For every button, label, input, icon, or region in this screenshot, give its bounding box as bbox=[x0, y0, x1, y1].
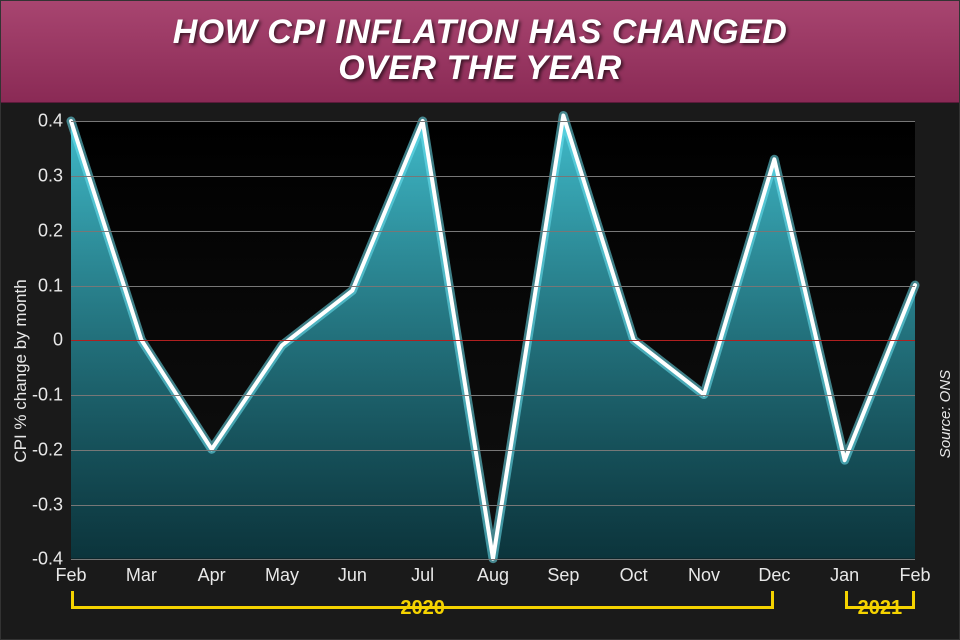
gridline bbox=[71, 395, 915, 396]
area-fill bbox=[71, 116, 915, 559]
x-tick: Jan bbox=[830, 565, 859, 586]
y-tick: 0.4 bbox=[38, 111, 63, 132]
x-tick: Feb bbox=[55, 565, 86, 586]
y-tick: 0.1 bbox=[38, 275, 63, 296]
y-tick: 0 bbox=[53, 330, 63, 351]
source-text: Source: ONS bbox=[937, 370, 954, 458]
gridline bbox=[71, 231, 915, 232]
chart-title: HOW CPI INFLATION HAS CHANGED OVER THE Y… bbox=[21, 15, 939, 86]
y-tick: -0.1 bbox=[32, 385, 63, 406]
gridline bbox=[71, 121, 915, 122]
x-tick: Apr bbox=[198, 565, 226, 586]
x-tick: May bbox=[265, 565, 299, 586]
x-tick: Mar bbox=[126, 565, 157, 586]
y-tick: -0.2 bbox=[32, 439, 63, 460]
x-tick: Dec bbox=[758, 565, 790, 586]
zero-line bbox=[71, 340, 915, 341]
x-tick: Jul bbox=[411, 565, 434, 586]
y-axis-label: CPI % change by month bbox=[11, 280, 31, 463]
x-tick: Aug bbox=[477, 565, 509, 586]
y-tick: 0.3 bbox=[38, 166, 63, 187]
x-tick: Feb bbox=[899, 565, 930, 586]
gridline bbox=[71, 450, 915, 451]
y-tick: -0.3 bbox=[32, 494, 63, 515]
gridline bbox=[71, 176, 915, 177]
year-2021-label: 2021 bbox=[858, 597, 903, 620]
x-tick: Oct bbox=[620, 565, 648, 586]
title-bar: HOW CPI INFLATION HAS CHANGED OVER THE Y… bbox=[1, 1, 959, 103]
title-line-1: HOW CPI INFLATION HAS CHANGED bbox=[173, 13, 788, 51]
x-tick: Jun bbox=[338, 565, 367, 586]
year-2020-label: 2020 bbox=[400, 597, 445, 620]
y-tick: 0.2 bbox=[38, 220, 63, 241]
gridline bbox=[71, 505, 915, 506]
chart-wrap: CPI % change by month Source: ONS -0.4-0… bbox=[1, 103, 959, 639]
title-line-2: OVER THE YEAR bbox=[338, 49, 622, 87]
x-tick: Sep bbox=[547, 565, 579, 586]
gridline bbox=[71, 559, 915, 560]
plot-area: -0.4-0.3-0.2-0.100.10.20.30.4FebMarAprMa… bbox=[71, 121, 915, 559]
x-tick: Nov bbox=[688, 565, 720, 586]
gridline bbox=[71, 286, 915, 287]
chart-container: HOW CPI INFLATION HAS CHANGED OVER THE Y… bbox=[0, 0, 960, 640]
